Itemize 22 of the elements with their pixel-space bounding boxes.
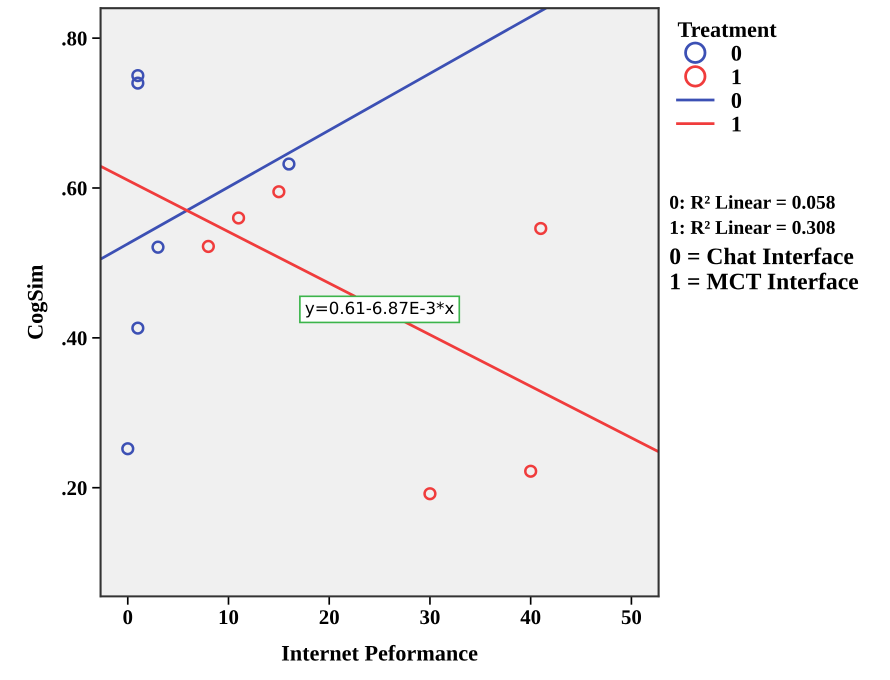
annotation: y=0.61-6.87E-3*x bbox=[305, 302, 454, 318]
text: 1: R² Linear = 0.308 bbox=[670, 220, 835, 234]
y-tick-label: .60 bbox=[62, 181, 87, 196]
x-tick-label: 10 bbox=[220, 610, 238, 624]
text: 0 = Chat Interface bbox=[670, 247, 854, 264]
x-tick-label: 40 bbox=[520, 610, 540, 624]
y-tick-label: .20 bbox=[62, 481, 87, 496]
y-axis-title: CogSim bbox=[27, 264, 48, 339]
x-tick-label: 0 bbox=[123, 610, 132, 624]
x-tick-label: 50 bbox=[622, 610, 642, 624]
text: 1 = MCT Interface bbox=[671, 272, 858, 290]
legend-label: 1 bbox=[732, 69, 741, 84]
x-axis-title: Internet Peformance bbox=[282, 644, 478, 661]
legend-label: 0 bbox=[732, 93, 742, 108]
y-tick-label: .40 bbox=[62, 331, 87, 346]
x-tick-label: 30 bbox=[420, 610, 440, 624]
x-tick-label: 20 bbox=[320, 610, 339, 624]
legend-title: Treatment bbox=[678, 22, 777, 38]
text: 0: R² Linear = 0.058 bbox=[670, 195, 835, 209]
legend-label: 1 bbox=[732, 116, 741, 132]
y-tick-label: .80 bbox=[62, 32, 87, 46]
legend-label: 0 bbox=[732, 46, 742, 61]
